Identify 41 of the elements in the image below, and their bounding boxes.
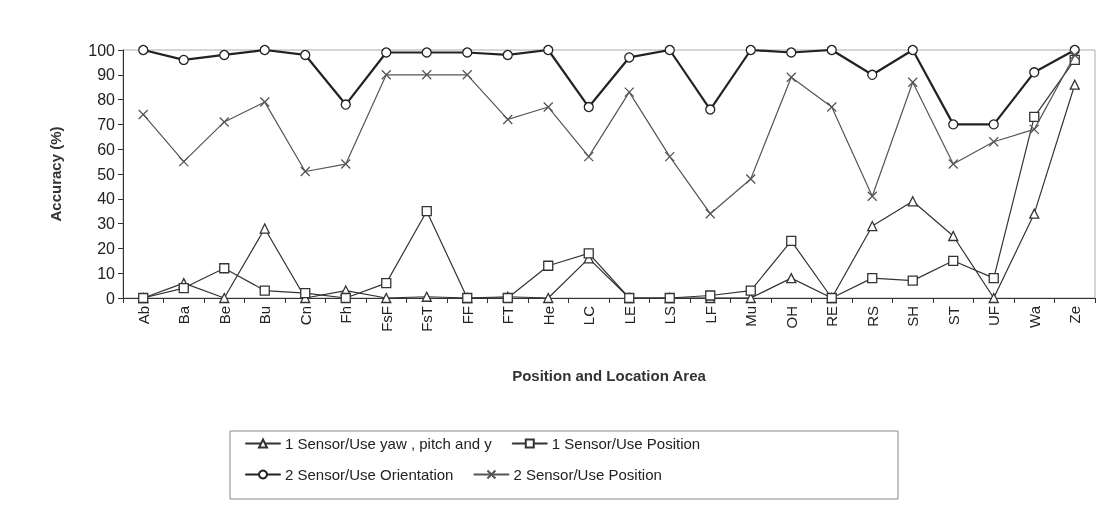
y-tick-label: 60 [97, 140, 116, 158]
x-axis-title: Position and Location Area [512, 367, 707, 384]
x-tick-label: LE [620, 306, 638, 325]
x-tick-label: Bu [256, 306, 274, 325]
x-tick-label: RS [863, 306, 881, 327]
x-tick-label: LS [661, 306, 679, 325]
x-tick-label: FF [458, 306, 476, 325]
x-tick-label: Ba [175, 305, 193, 325]
y-axis-title: Accuracy (%) [47, 126, 64, 222]
legend-label: 1 Sensor/Use yaw , pitch and y [285, 435, 493, 452]
y-tick-label: 10 [97, 264, 116, 282]
y-tick-label: 0 [106, 289, 116, 307]
x-tick-label: Wa [1025, 305, 1043, 328]
x-tick-label: Ze [1066, 306, 1084, 324]
y-tick-label: 80 [97, 91, 116, 109]
x-tick-label: FsT [418, 306, 436, 332]
x-tick-label: FT [499, 306, 517, 325]
x-tick-label: FsF [377, 306, 395, 332]
legend-label: 2 Sensor/Use Orientation [285, 466, 454, 483]
y-tick-label: 50 [97, 165, 116, 183]
y-tick-label: 70 [97, 115, 116, 133]
x-tick-label: Fh [337, 306, 355, 324]
legend-label: 1 Sensor/Use Position [551, 435, 701, 452]
x-tick-label: SH [904, 306, 922, 327]
x-tick-label: OH [782, 306, 800, 329]
x-tick-label: UF [985, 306, 1003, 326]
y-tick-label: 100 [88, 41, 116, 59]
x-tick-label: RE [823, 306, 841, 327]
x-tick-label: He [539, 306, 557, 326]
y-tick-label: 40 [97, 190, 116, 208]
legend-label: 2 Sensor/Use Position [513, 466, 662, 483]
x-tick-label: Mu [742, 306, 760, 327]
x-tick-label: Be [215, 306, 233, 325]
y-tick-label: 30 [97, 215, 116, 233]
x-tick-label: Cn [296, 306, 314, 326]
x-tick-label: ST [944, 306, 962, 326]
x-tick-label: Ab [134, 306, 152, 325]
y-tick-label: 20 [97, 239, 116, 257]
x-tick-label: LC [580, 305, 598, 326]
x-tick-label: LF [701, 306, 719, 324]
y-tick-label: 90 [97, 66, 116, 84]
